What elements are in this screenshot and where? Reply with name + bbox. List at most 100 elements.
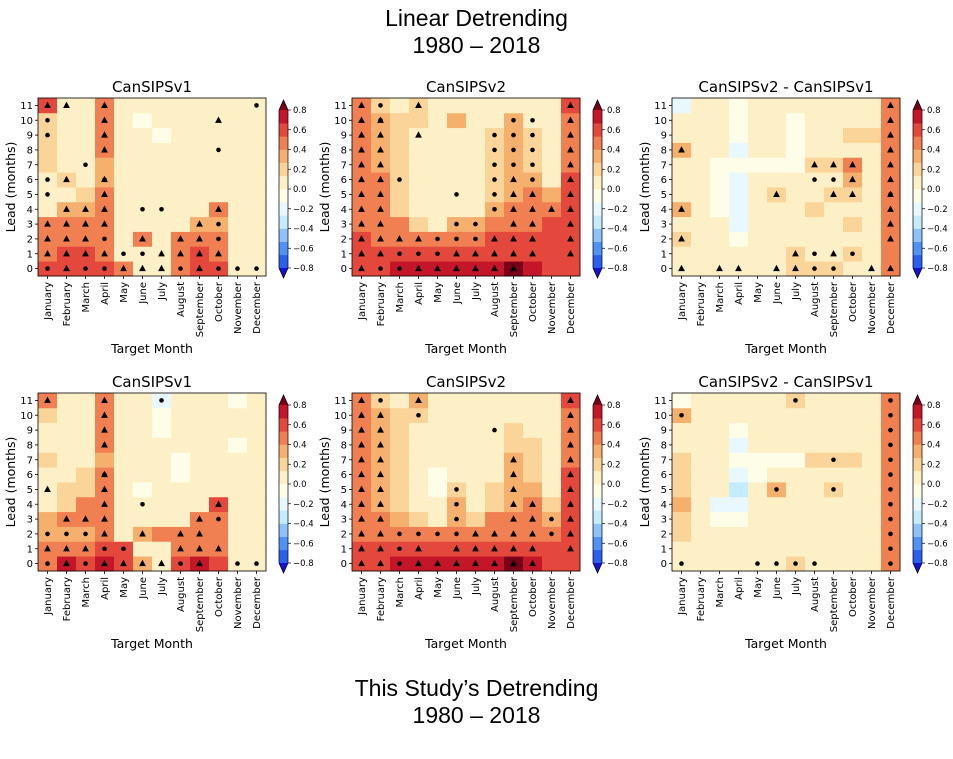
heatmap-cell xyxy=(114,112,134,129)
heatmap-cell xyxy=(672,437,692,453)
heatmap-cell xyxy=(228,98,248,114)
significance-triangle xyxy=(567,500,574,507)
heatmap-cell xyxy=(228,216,248,232)
heatmap-cell xyxy=(133,407,153,424)
significance-triangle xyxy=(101,131,108,138)
heatmap-cell xyxy=(542,157,562,173)
colorbar-segment xyxy=(279,136,288,150)
colorbar-segment xyxy=(913,457,922,472)
colorbar: −0.8 −0.6 −0.4 −0.2 0.0 0.2 0.4 0.6 0.8 xyxy=(592,99,628,279)
heatmap-cell xyxy=(133,511,153,527)
heatmap-cell xyxy=(114,526,134,542)
significance-dot xyxy=(140,251,145,257)
significance-triangle xyxy=(101,220,108,227)
heatmap-cell xyxy=(824,496,844,513)
colorbar-extend-min xyxy=(593,563,602,573)
significance-triangle xyxy=(377,190,384,198)
heatmap-cell xyxy=(824,231,844,247)
y-tick-label: 1 xyxy=(27,544,33,555)
heatmap-cell xyxy=(171,98,191,114)
heatmap-cell xyxy=(466,496,486,513)
heatmap-cell xyxy=(57,112,77,129)
x-tick-label: February xyxy=(376,577,387,621)
heatmap-cell xyxy=(247,201,267,218)
heatmap-cell xyxy=(171,422,191,438)
heatmap-cell xyxy=(228,127,248,143)
significance-dot xyxy=(121,546,126,552)
significance-dot xyxy=(83,162,88,168)
heatmap-cell xyxy=(691,231,711,247)
significance-triangle xyxy=(377,559,384,567)
heatmap-cell xyxy=(767,127,787,143)
significance-triangle xyxy=(44,235,51,242)
panel-title: CanSIPSv2 xyxy=(426,373,506,391)
y-tick-label: 4 xyxy=(661,205,667,216)
significance-triangle xyxy=(377,544,384,552)
y-axis-label: Lead (months) xyxy=(637,437,652,528)
heatmap-cell xyxy=(843,393,863,409)
colorbar-segment xyxy=(913,110,922,124)
significance-dot xyxy=(416,251,421,257)
y-tick-label: 10 xyxy=(334,411,347,422)
significance-triangle xyxy=(510,559,517,567)
significance-dot xyxy=(397,266,402,271)
heatmap-cell xyxy=(133,112,153,129)
heatmap-cell xyxy=(748,482,768,498)
heatmap-cell xyxy=(805,496,825,513)
colorbar-segment xyxy=(279,510,288,524)
significance-dot xyxy=(831,177,836,182)
heatmap-cell xyxy=(171,467,191,483)
colorbar-tick-label: −0.6 xyxy=(607,244,628,254)
heatmap-cell xyxy=(466,422,486,438)
heatmap-cell xyxy=(190,467,210,483)
significance-triangle xyxy=(849,175,856,183)
heatmap-cell xyxy=(824,437,844,453)
x-axis-label: Target Month xyxy=(424,341,507,356)
heatmap-cell xyxy=(38,496,58,513)
significance-triangle xyxy=(377,235,384,242)
colorbar-segment xyxy=(913,484,922,498)
heatmap-cell xyxy=(152,422,172,438)
significance-triangle xyxy=(358,131,365,138)
colorbar-tick-label: 0.2 xyxy=(927,165,941,175)
colorbar-segment xyxy=(279,149,288,163)
heatmap-cell xyxy=(209,437,229,453)
colorbar: −0.8 −0.6 −0.4 −0.2 0.0 0.2 0.4 0.6 0.8 xyxy=(912,99,948,279)
significance-triangle xyxy=(678,146,685,153)
y-tick-label: 11 xyxy=(654,101,667,112)
significance-triangle xyxy=(887,264,894,272)
heatmap-cell xyxy=(190,393,210,409)
x-tick-label: September xyxy=(509,281,520,337)
heatmap-cell xyxy=(409,187,429,203)
x-tick-label: January xyxy=(357,282,368,321)
heatmap-cell xyxy=(542,98,562,114)
heatmap-cell xyxy=(466,127,486,143)
heatmap-cell xyxy=(767,172,787,188)
significance-dot xyxy=(454,192,459,197)
panel-bottom-right: CanSIPSv2 - CanSIPSv1 0 1 2 3 4 5 6 7 8 9 10 11 Janua… xyxy=(637,373,948,651)
heatmap-cell xyxy=(152,187,172,203)
heatmap-cell xyxy=(672,393,692,409)
heatmap-cell xyxy=(38,437,58,453)
significance-triangle xyxy=(101,190,108,198)
heatmap-cell xyxy=(114,393,134,409)
significance-dot xyxy=(492,162,497,168)
heatmap-cell xyxy=(447,393,467,409)
heatmap-cell xyxy=(409,482,429,498)
significance-dot xyxy=(549,531,554,537)
significance-dot xyxy=(178,561,183,566)
colorbar-tick-label: −0.4 xyxy=(607,520,628,530)
significance-triangle xyxy=(44,220,51,227)
heatmap-cell xyxy=(95,157,115,173)
heatmap-cell xyxy=(710,496,730,513)
heatmap-cell xyxy=(190,407,210,424)
x-tick-label: November xyxy=(233,576,244,629)
x-tick-label: April xyxy=(100,577,111,600)
heatmap-cell xyxy=(729,393,749,409)
heatmap-cell xyxy=(748,393,768,409)
heatmap-cell xyxy=(542,187,562,203)
heatmap-cell xyxy=(862,437,882,453)
heatmap-cell xyxy=(542,422,562,438)
heatmap-cell xyxy=(152,142,172,158)
heatmap-cell xyxy=(824,393,844,409)
